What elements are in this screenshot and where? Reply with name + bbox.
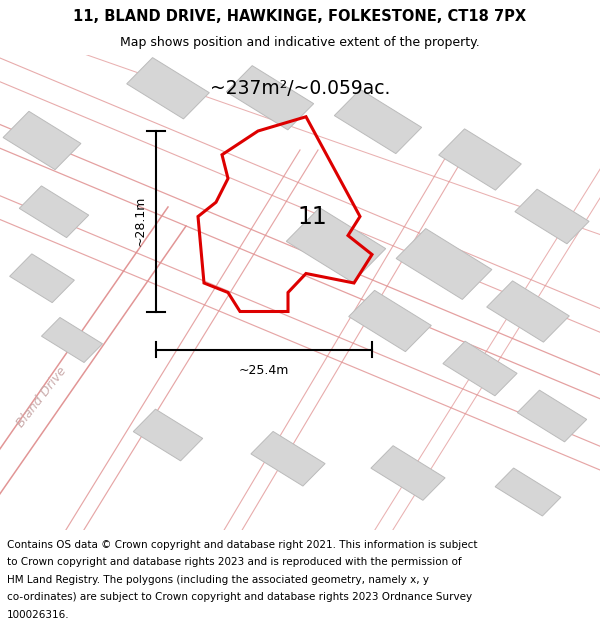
Polygon shape [226,66,314,130]
Text: 100026316.: 100026316. [7,610,70,620]
Text: Bland Drive: Bland Drive [14,364,70,430]
Polygon shape [127,58,209,119]
Text: Contains OS data © Crown copyright and database right 2021. This information is : Contains OS data © Crown copyright and d… [7,539,478,549]
Text: 11: 11 [297,204,327,229]
Polygon shape [251,431,325,486]
Polygon shape [517,390,587,442]
Text: ~237m²/~0.059ac.: ~237m²/~0.059ac. [210,79,391,98]
Polygon shape [286,208,386,282]
Polygon shape [487,281,569,342]
Polygon shape [495,468,561,516]
Text: 11, BLAND DRIVE, HAWKINGE, FOLKESTONE, CT18 7PX: 11, BLAND DRIVE, HAWKINGE, FOLKESTONE, C… [73,9,527,24]
Polygon shape [41,318,103,362]
Polygon shape [19,186,89,238]
Text: co-ordinates) are subject to Crown copyright and database rights 2023 Ordnance S: co-ordinates) are subject to Crown copyr… [7,592,472,602]
Polygon shape [349,291,431,352]
Text: ~25.4m: ~25.4m [239,364,289,377]
Text: ~28.1m: ~28.1m [134,196,147,246]
Polygon shape [371,446,445,501]
Polygon shape [396,229,492,299]
Text: HM Land Registry. The polygons (including the associated geometry, namely x, y: HM Land Registry. The polygons (includin… [7,574,429,584]
Polygon shape [10,254,74,302]
Polygon shape [439,129,521,190]
Text: to Crown copyright and database rights 2023 and is reproduced with the permissio: to Crown copyright and database rights 2… [7,557,462,567]
Polygon shape [133,409,203,461]
Polygon shape [515,189,589,244]
Polygon shape [3,111,81,169]
Text: Map shows position and indicative extent of the property.: Map shows position and indicative extent… [120,36,480,49]
Polygon shape [443,341,517,396]
Polygon shape [334,89,422,154]
